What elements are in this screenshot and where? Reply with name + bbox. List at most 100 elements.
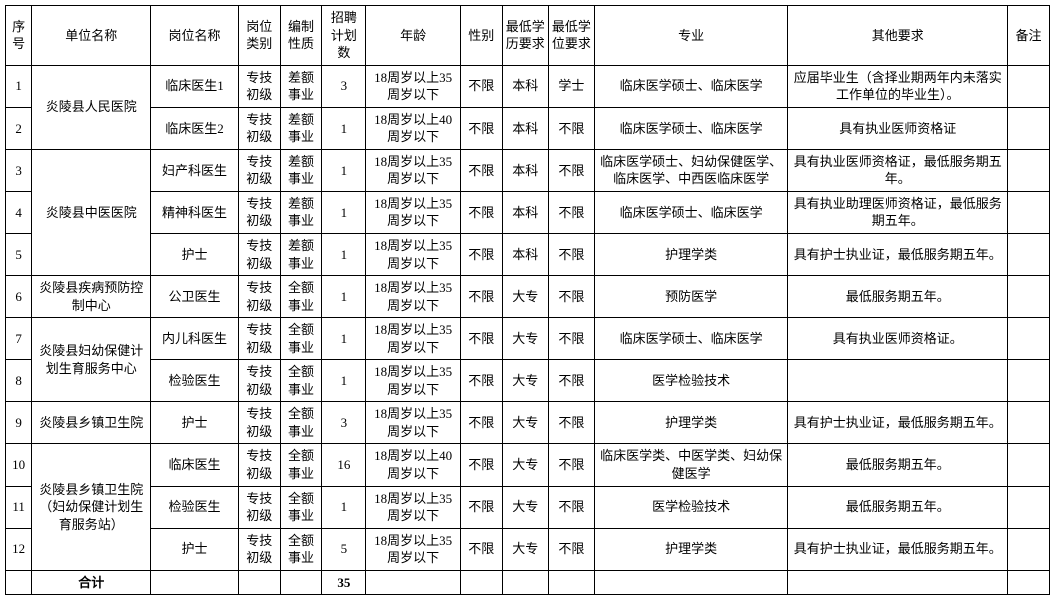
cell-unit: 炎陵县人民医院	[32, 65, 151, 149]
cell-seq: 6	[6, 276, 32, 318]
cell-edu: 大专	[502, 276, 548, 318]
cell-plan: 3	[322, 65, 366, 107]
cell-seq: 8	[6, 360, 32, 402]
cell-major: 临床医学类、中医学类、妇幼保健医学	[594, 444, 787, 486]
header-row: 序号 单位名称 岗位名称 岗位类别 编制性质 招聘计划数 年龄 性别 最低学历要…	[6, 6, 1050, 66]
cell-age: 18周岁以上40周岁以下	[366, 444, 461, 486]
cell-unit: 炎陵县乡镇卫生院（妇幼保健计划生育服务站）	[32, 444, 151, 570]
cell-empty	[460, 570, 502, 595]
cell-cat: 专技初级	[238, 234, 280, 276]
table-row: 3 炎陵县中医医院 妇产科医生 专技初级 差额事业 1 18周岁以上35周岁以下…	[6, 149, 1050, 191]
cell-age: 18周岁以上35周岁以下	[366, 486, 461, 528]
cell-plan: 16	[322, 444, 366, 486]
cell-pos: 妇产科医生	[151, 149, 239, 191]
cell-age: 18周岁以上35周岁以下	[366, 528, 461, 570]
cell-bz: 全额事业	[280, 528, 322, 570]
cell-deg: 不限	[548, 276, 594, 318]
cell-seq: 7	[6, 318, 32, 360]
cell-pos: 临床医生1	[151, 65, 239, 107]
cell-bz: 全额事业	[280, 444, 322, 486]
cell-note	[1008, 318, 1050, 360]
cell-bz: 全额事业	[280, 276, 322, 318]
cell-cat: 专技初级	[238, 107, 280, 149]
cell-pos: 精神科医生	[151, 191, 239, 233]
cell-bz: 全额事业	[280, 402, 322, 444]
cell-pos: 临床医生	[151, 444, 239, 486]
table-row: 9 炎陵县乡镇卫生院 护士 专技初级 全额事业 3 18周岁以上35周岁以下 不…	[6, 402, 1050, 444]
cell-bz: 差额事业	[280, 65, 322, 107]
recruitment-table: 序号 单位名称 岗位名称 岗位类别 编制性质 招聘计划数 年龄 性别 最低学历要…	[5, 5, 1050, 595]
cell-major: 医学检验技术	[594, 486, 787, 528]
cell-edu: 本科	[502, 107, 548, 149]
h-edu: 最低学历要求	[502, 6, 548, 66]
cell-edu: 大专	[502, 528, 548, 570]
cell-empty	[6, 570, 32, 595]
h-major: 专业	[594, 6, 787, 66]
cell-note	[1008, 402, 1050, 444]
cell-deg: 不限	[548, 402, 594, 444]
cell-cat: 专技初级	[238, 318, 280, 360]
cell-seq: 2	[6, 107, 32, 149]
cell-pos: 检验医生	[151, 360, 239, 402]
cell-pos: 公卫医生	[151, 276, 239, 318]
cell-edu: 大专	[502, 486, 548, 528]
cell-deg: 不限	[548, 318, 594, 360]
cell-sex: 不限	[460, 191, 502, 233]
h-position: 岗位名称	[151, 6, 239, 66]
cell-edu: 本科	[502, 191, 548, 233]
cell-seq: 1	[6, 65, 32, 107]
cell-age: 18周岁以上35周岁以下	[366, 191, 461, 233]
cell-note	[1008, 486, 1050, 528]
cell-other: 具有护士执业证，最低服务期五年。	[788, 402, 1008, 444]
cell-age: 18周岁以上35周岁以下	[366, 149, 461, 191]
table-row: 1 炎陵县人民医院 临床医生1 专技初级 差额事业 3 18周岁以上35周岁以下…	[6, 65, 1050, 107]
cell-deg: 不限	[548, 444, 594, 486]
cell-pos: 内儿科医生	[151, 318, 239, 360]
cell-seq: 12	[6, 528, 32, 570]
cell-edu: 大专	[502, 402, 548, 444]
cell-cat: 专技初级	[238, 360, 280, 402]
cell-cat: 专技初级	[238, 444, 280, 486]
h-plan: 招聘计划数	[322, 6, 366, 66]
cell-cat: 专技初级	[238, 149, 280, 191]
cell-sex: 不限	[460, 149, 502, 191]
cell-bz: 全额事业	[280, 360, 322, 402]
cell-major: 临床医学硕士、临床医学	[594, 107, 787, 149]
cell-plan: 1	[322, 486, 366, 528]
cell-pos: 护士	[151, 528, 239, 570]
cell-unit: 炎陵县疾病预防控制中心	[32, 276, 151, 318]
table-row: 5 护士 专技初级 差额事业 1 18周岁以上35周岁以下 不限 本科 不限 护…	[6, 234, 1050, 276]
cell-plan: 1	[322, 276, 366, 318]
cell-seq: 11	[6, 486, 32, 528]
cell-seq: 4	[6, 191, 32, 233]
cell-other	[788, 360, 1008, 402]
cell-bz: 差额事业	[280, 191, 322, 233]
cell-empty	[548, 570, 594, 595]
cell-age: 18周岁以上35周岁以下	[366, 276, 461, 318]
cell-edu: 大专	[502, 444, 548, 486]
table-row: 4 精神科医生 专技初级 差额事业 1 18周岁以上35周岁以下 不限 本科 不…	[6, 191, 1050, 233]
h-seq: 序号	[6, 6, 32, 66]
total-value: 35	[322, 570, 366, 595]
cell-pos: 护士	[151, 234, 239, 276]
cell-empty	[366, 570, 461, 595]
cell-deg: 不限	[548, 360, 594, 402]
cell-plan: 5	[322, 528, 366, 570]
cell-unit: 炎陵县中医医院	[32, 149, 151, 275]
cell-sex: 不限	[460, 486, 502, 528]
cell-age: 18周岁以上40周岁以下	[366, 107, 461, 149]
cell-other: 具有执业医师资格证	[788, 107, 1008, 149]
cell-sex: 不限	[460, 360, 502, 402]
cell-other: 具有执业助理医师资格证，最低服务期五年。	[788, 191, 1008, 233]
cell-seq: 10	[6, 444, 32, 486]
cell-cat: 专技初级	[238, 402, 280, 444]
cell-deg: 不限	[548, 234, 594, 276]
cell-plan: 1	[322, 107, 366, 149]
cell-major: 临床医学硕士、临床医学	[594, 65, 787, 107]
table-row: 11 检验医生 专技初级 全额事业 1 18周岁以上35周岁以下 不限 大专 不…	[6, 486, 1050, 528]
cell-edu: 本科	[502, 65, 548, 107]
cell-deg: 不限	[548, 149, 594, 191]
cell-note	[1008, 191, 1050, 233]
cell-other: 具有护士执业证，最低服务期五年。	[788, 528, 1008, 570]
h-category: 岗位类别	[238, 6, 280, 66]
